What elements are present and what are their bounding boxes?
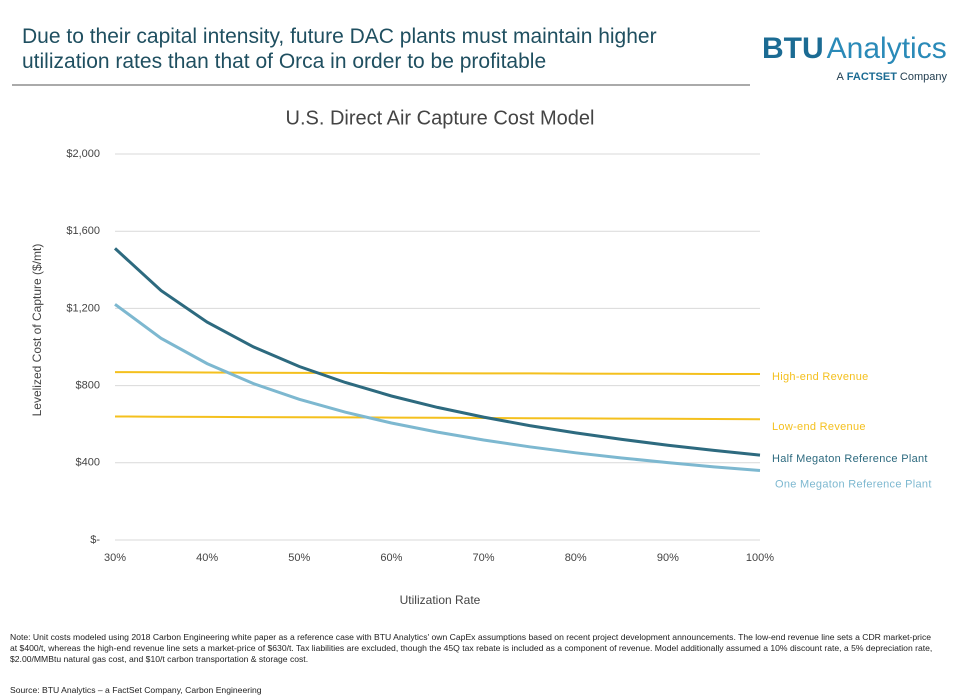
series-line [113, 247, 761, 457]
logo-brand: BTU [762, 32, 824, 65]
series-line [114, 303, 761, 472]
y-tick-label: $800 [76, 380, 100, 392]
chart-title: U.S. Direct Air Capture Cost Model [286, 107, 595, 129]
x-axis-label: Utilization Rate [400, 593, 481, 607]
tagline-suffix: Company [900, 71, 948, 83]
logo: BTU Analytics [762, 32, 947, 65]
series-line [114, 371, 760, 375]
y-tick-label: $1,200 [66, 302, 100, 314]
y-tick-label: $400 [76, 457, 100, 469]
x-tick-label: 100% [746, 552, 774, 564]
series-label: Half Megaton Reference Plant [772, 453, 928, 465]
y-axis-label: Levelized Cost of Capture ($/mt) [30, 244, 44, 417]
series-line [114, 415, 761, 421]
series-label: High-end Revenue [772, 371, 869, 383]
y-tick-label: $- [90, 534, 100, 546]
tagline-prefix: A [836, 71, 844, 83]
x-tick-label: 40% [196, 552, 218, 564]
y-tick-label: $1,600 [66, 225, 100, 237]
headline: Due to their capital intensity, future D… [22, 25, 657, 73]
note: Note: Unit costs modeled using 2018 Carb… [10, 632, 933, 665]
x-tick-label: 60% [380, 552, 402, 564]
x-tick-label: 30% [104, 552, 126, 564]
logo-tagline: A FACTSET Company [836, 71, 947, 83]
x-tick-label: 50% [288, 552, 310, 564]
x-tick-label: 90% [657, 552, 679, 564]
y-tick-label: $2,000 [66, 148, 100, 160]
series-label: One Megaton Reference Plant [775, 478, 932, 490]
x-tick-label: 80% [565, 552, 587, 564]
series-label: Low-end Revenue [772, 421, 866, 433]
logo-name: Analytics [827, 32, 947, 65]
source: Source: BTU Analytics – a FactSet Compan… [10, 685, 262, 695]
x-tick-label: 70% [473, 552, 495, 564]
tagline-brand: FACTSET [847, 71, 897, 83]
